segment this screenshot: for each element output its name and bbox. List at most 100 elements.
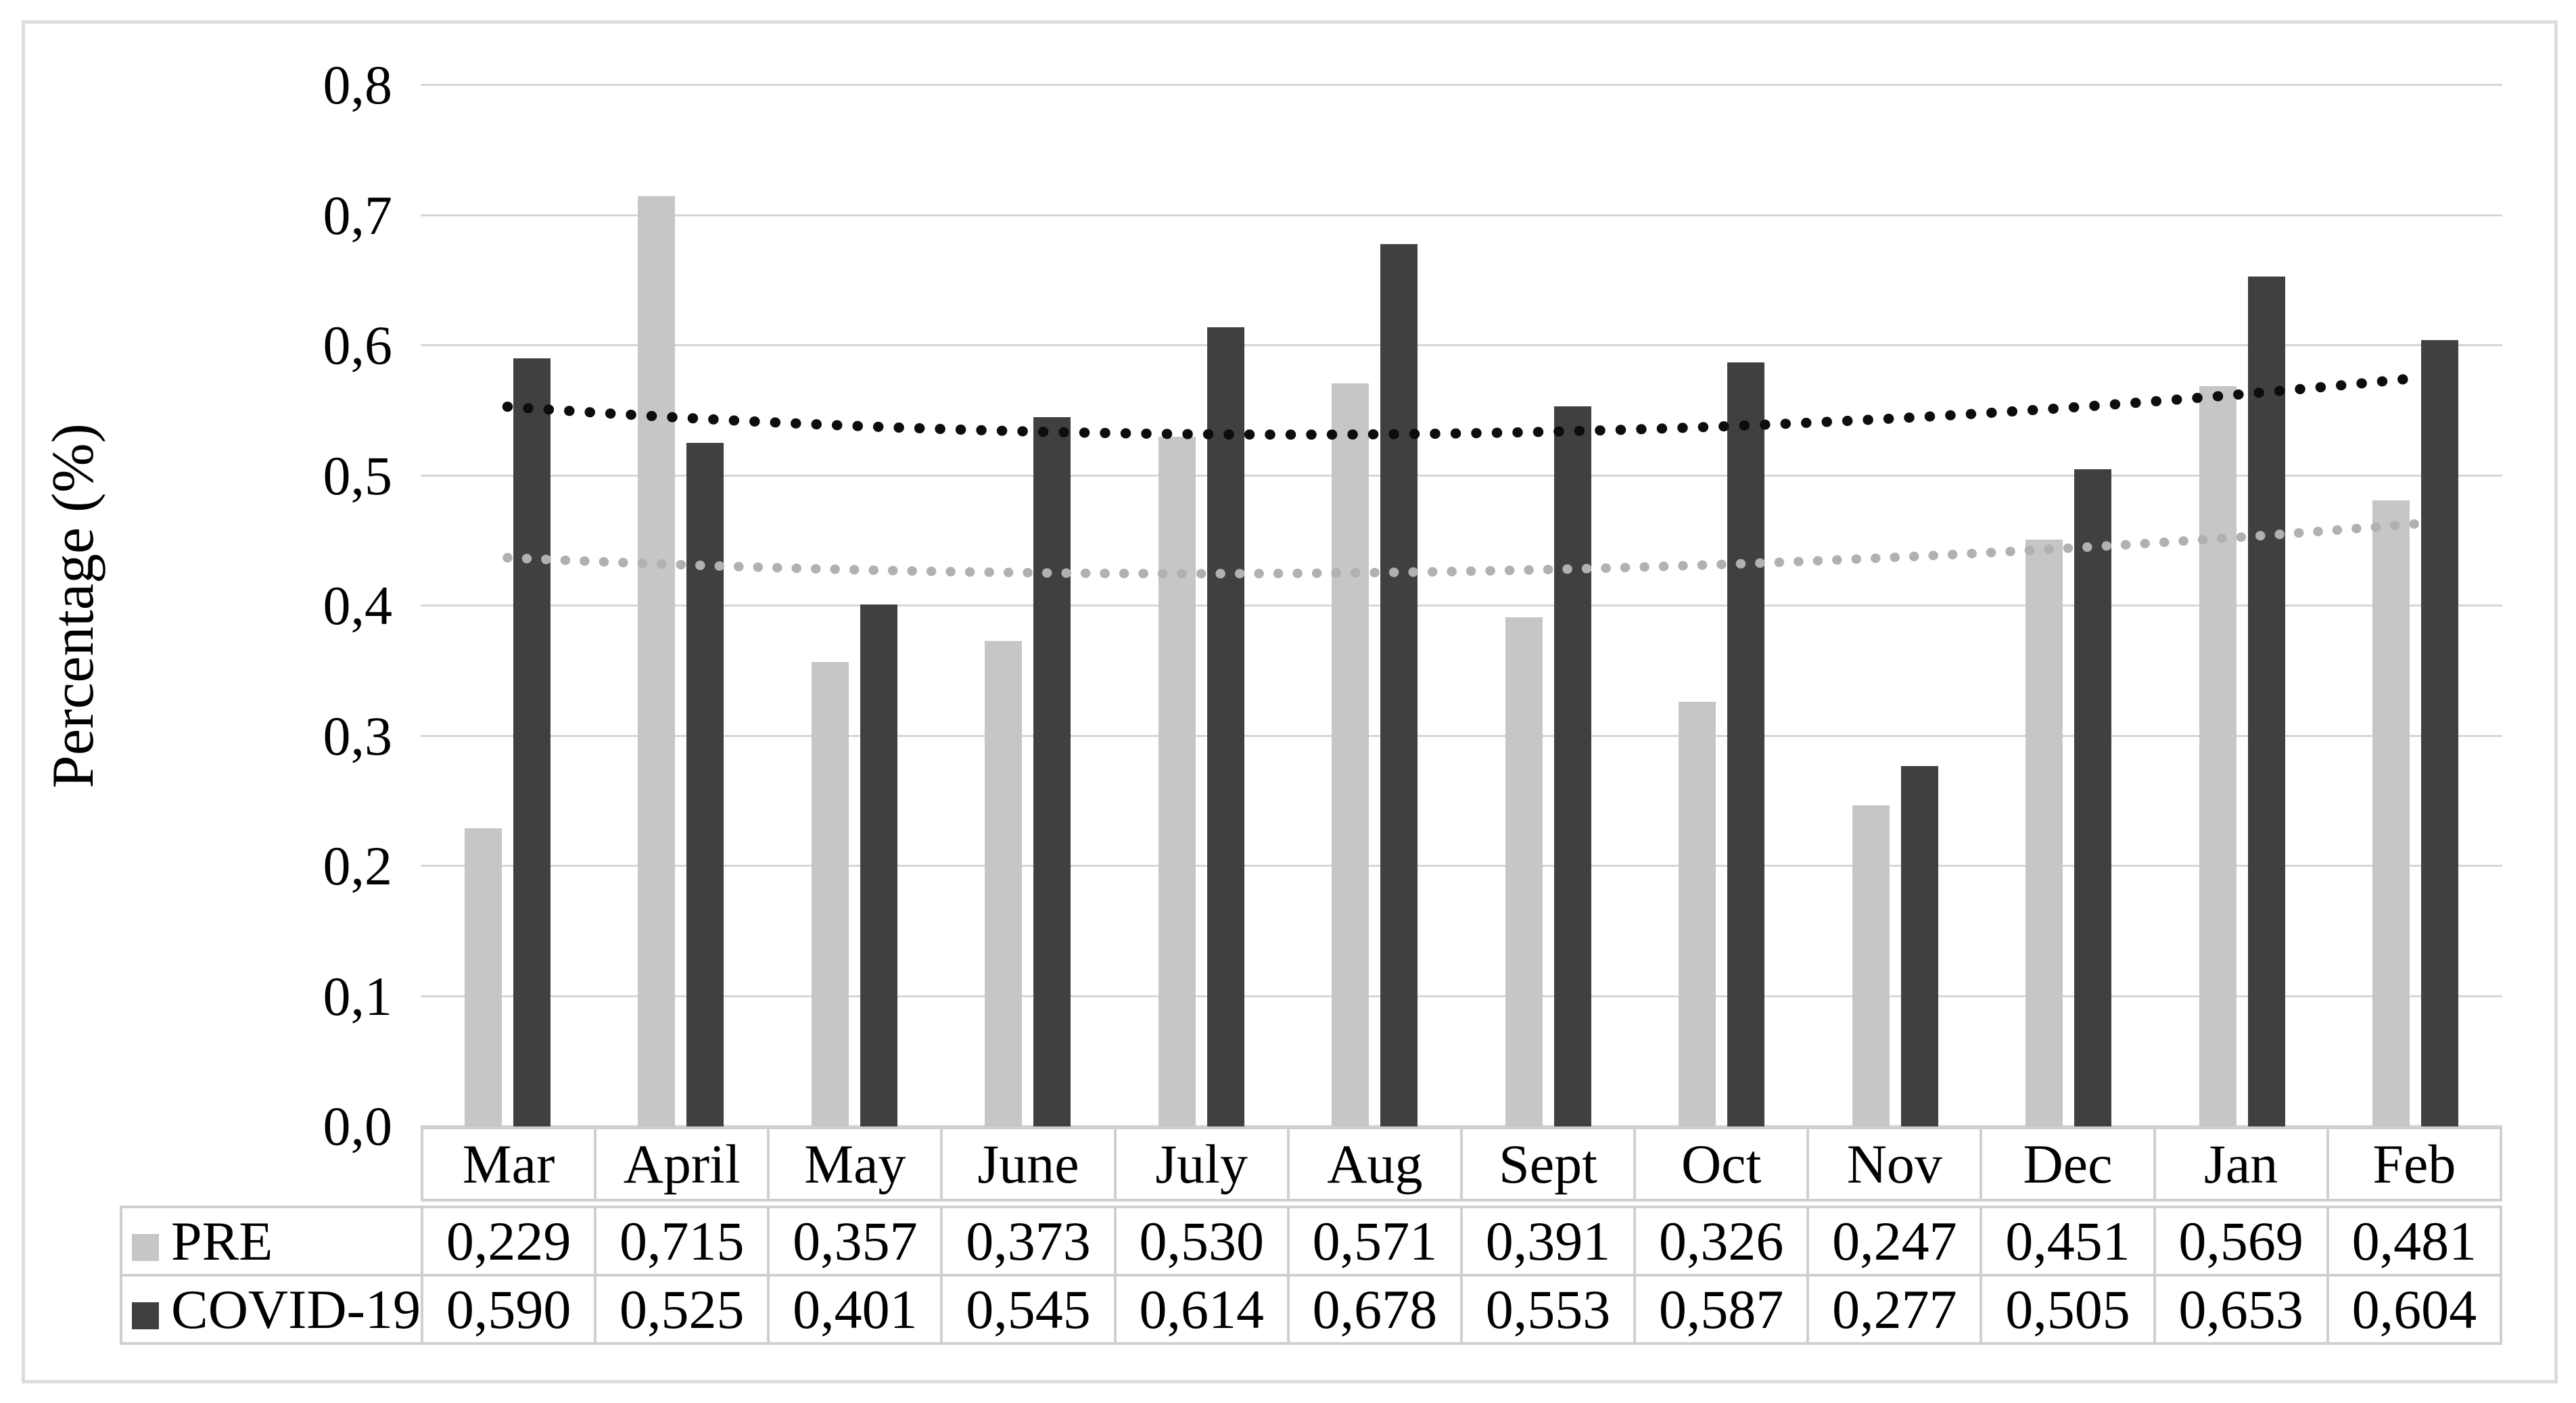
row-label-covid19: COVID-19 <box>120 1274 423 1345</box>
bar-covid19-may <box>860 604 897 1126</box>
y-tick-label-0,8: 0,8 <box>323 54 393 116</box>
gridline-0,3 <box>421 734 2502 737</box>
bar-covid19-april <box>686 443 724 1126</box>
value-pre-july: 0,530 <box>1113 1206 1290 1277</box>
gridline-0,6 <box>421 344 2502 346</box>
category-column-nov <box>1808 85 1982 1126</box>
gridline-0,0 <box>421 1125 2502 1127</box>
bar-pre-aug <box>1332 383 1369 1126</box>
value-covid19-aug: 0,678 <box>1286 1274 1463 1345</box>
month-header-feb: Feb <box>2326 1126 2503 1202</box>
value-covid19-jan: 0,653 <box>2153 1274 2329 1345</box>
y-tick-label-0,4: 0,4 <box>323 575 393 636</box>
value-pre-nov: 0,247 <box>1806 1206 1983 1277</box>
bar-pre-june <box>985 640 1023 1126</box>
category-column-mar <box>421 85 594 1126</box>
gridline-0,4 <box>421 604 2502 607</box>
month-header-aug: Aug <box>1286 1126 1463 1202</box>
category-column-june <box>941 85 1115 1126</box>
value-covid19-dec: 0,505 <box>1980 1274 2156 1345</box>
y-tick-label-0,2: 0,2 <box>323 835 393 897</box>
y-axis-title: Percentage (%) <box>40 423 106 788</box>
bar-covid19-feb <box>2421 340 2459 1126</box>
category-column-feb <box>2329 85 2503 1126</box>
month-header-april: April <box>594 1126 770 1202</box>
value-covid19-april: 0,525 <box>594 1274 770 1345</box>
bar-covid19-dec <box>2074 469 2112 1126</box>
value-pre-aug: 0,571 <box>1286 1206 1463 1277</box>
value-covid19-oct: 0,587 <box>1633 1274 1810 1345</box>
bar-covid19-june <box>1033 417 1071 1126</box>
bar-covid19-july <box>1207 327 1244 1126</box>
month-header-row: Mar April May June July Aug Sept Oct Nov Dec Jan Fe… <box>420 1126 2503 1202</box>
bar-covid19-jan <box>2247 276 2285 1126</box>
bar-pre-april <box>638 195 676 1126</box>
bar-pre-feb <box>2372 500 2410 1126</box>
bar-covid19-nov <box>1900 765 1938 1126</box>
value-covid19-july: 0,614 <box>1113 1274 1290 1345</box>
gridline-0,8 <box>421 84 2502 86</box>
y-tick-label-0,6: 0,6 <box>323 314 393 376</box>
category-column-aug <box>1288 85 1462 1126</box>
value-pre-sept: 0,391 <box>1459 1206 1637 1277</box>
series-name-pre: PRE <box>171 1210 273 1272</box>
value-pre-may: 0,357 <box>767 1206 943 1277</box>
value-pre-jan: 0,569 <box>2153 1206 2329 1277</box>
table-row-covid19: COVID-19 0,590 0,525 0,401 0,545 0,614 0,678 0,… <box>120 1274 2503 1345</box>
bar-covid19-oct <box>1727 362 1765 1126</box>
bar-pre-mar <box>464 828 502 1126</box>
month-header-sept: Sept <box>1459 1126 1637 1202</box>
category-column-dec <box>1982 85 2156 1126</box>
month-header-june: June <box>940 1126 1117 1202</box>
legend-swatch-pre <box>132 1233 159 1261</box>
value-pre-june: 0,373 <box>940 1206 1117 1277</box>
month-header-may: May <box>767 1126 943 1202</box>
month-header-july: July <box>1113 1126 1290 1202</box>
bar-pre-sept <box>1505 617 1543 1126</box>
month-header-dec: Dec <box>1980 1126 2156 1202</box>
chart-outer-border <box>22 20 2558 1383</box>
y-tick-label-0,7: 0,7 <box>323 184 393 246</box>
value-pre-feb: 0,481 <box>2326 1206 2503 1277</box>
category-column-july <box>1115 85 1288 1126</box>
row-label-pre: PRE <box>120 1206 423 1277</box>
bars-layer <box>421 85 2502 1126</box>
value-covid19-mar: 0,590 <box>420 1274 597 1345</box>
series-name-covid19: COVID-19 <box>171 1278 421 1340</box>
category-column-jan <box>2155 85 2329 1126</box>
value-covid19-june: 0,545 <box>940 1274 1117 1345</box>
data-table: PRE 0,229 0,715 0,357 0,373 0,530 0,571 0,391 0,… <box>120 1206 2503 1345</box>
value-pre-oct: 0,326 <box>1633 1206 1810 1277</box>
month-header-table: Mar April May June July Aug Sept Oct Nov Dec Jan Fe… <box>420 1126 2503 1202</box>
month-header-nov: Nov <box>1806 1126 1983 1202</box>
bar-covid19-mar <box>513 358 551 1126</box>
gridline-0,5 <box>421 474 2502 477</box>
bar-covid19-aug <box>1380 243 1418 1126</box>
value-pre-dec: 0,451 <box>1980 1206 2156 1277</box>
category-column-sept <box>1461 85 1635 1126</box>
bar-pre-jan <box>2199 385 2237 1126</box>
y-tick-label-0,0: 0,0 <box>323 1095 393 1157</box>
value-pre-april: 0,715 <box>594 1206 770 1277</box>
bar-pre-may <box>811 661 849 1126</box>
y-tick-label-0,5: 0,5 <box>323 444 393 506</box>
value-covid19-feb: 0,604 <box>2326 1274 2503 1345</box>
category-column-may <box>768 85 941 1126</box>
bar-pre-dec <box>2025 539 2063 1126</box>
gridline-0,2 <box>421 865 2502 867</box>
y-tick-label-0,3: 0,3 <box>323 705 393 767</box>
category-column-oct <box>1635 85 1809 1126</box>
category-column-april <box>594 85 768 1126</box>
bar-pre-nov <box>1852 805 1890 1126</box>
gridline-0,1 <box>421 995 2502 997</box>
value-pre-mar: 0,229 <box>420 1206 597 1277</box>
bar-pre-oct <box>1679 702 1716 1126</box>
month-header-jan: Jan <box>2153 1126 2329 1202</box>
legend-swatch-covid19 <box>132 1302 159 1329</box>
gridline-0,7 <box>421 214 2502 216</box>
bar-pre-july <box>1158 436 1196 1126</box>
bar-covid19-sept <box>1553 406 1591 1126</box>
month-header-oct: Oct <box>1633 1126 1810 1202</box>
plot-area <box>421 84 2502 1127</box>
